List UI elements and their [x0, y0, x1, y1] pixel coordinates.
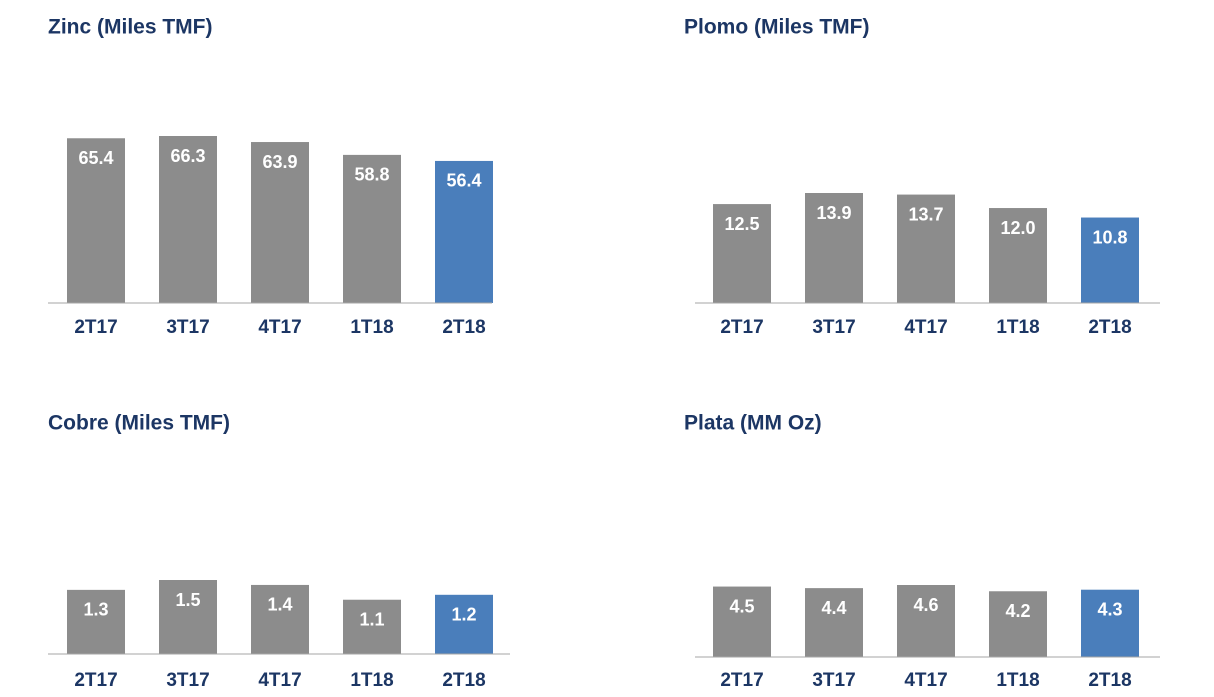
- data-label: 13.7: [908, 204, 943, 224]
- x-tick-label: 1T18: [350, 670, 393, 691]
- bar: [435, 594, 493, 654]
- data-label: 13.9: [816, 203, 851, 223]
- bar: [159, 136, 217, 303]
- data-label: 58.8: [354, 165, 389, 185]
- bar: [897, 194, 955, 303]
- x-tick-label: 2T18: [1088, 670, 1131, 691]
- x-tick-label: 2T17: [720, 670, 763, 691]
- x-tick-label: 4T17: [904, 317, 947, 338]
- bar: [805, 588, 863, 657]
- x-tick-label: 3T17: [166, 317, 209, 338]
- bar: [897, 585, 955, 657]
- data-label: 12.0: [1000, 218, 1035, 238]
- bar: [343, 154, 401, 303]
- data-label: 66.3: [170, 146, 205, 166]
- bar: [435, 160, 493, 303]
- data-label: 63.9: [262, 152, 297, 172]
- data-label: 4.5: [729, 596, 754, 616]
- x-tick-label: 3T17: [812, 317, 855, 338]
- data-label: 1.2: [451, 605, 476, 625]
- data-label: 1.4: [267, 595, 292, 615]
- x-tick-label: 3T17: [166, 670, 209, 691]
- bar: [343, 599, 401, 654]
- data-label: 1.5: [175, 590, 200, 610]
- x-tick-label: 2T18: [442, 670, 485, 691]
- bar: [67, 589, 125, 654]
- x-tick-label: 1T18: [996, 317, 1039, 338]
- data-label: 10.8: [1092, 227, 1127, 247]
- x-tick-label: 2T17: [74, 317, 117, 338]
- data-label: 56.4: [446, 171, 481, 191]
- bar: [159, 580, 217, 654]
- data-label: 1.3: [83, 600, 108, 620]
- chart-title: Plomo (Miles TMF): [684, 16, 870, 39]
- bar: [251, 142, 309, 303]
- x-tick-label: 2T17: [74, 670, 117, 691]
- data-label: 4.4: [821, 598, 846, 618]
- data-label: 4.3: [1097, 599, 1122, 619]
- data-label: 4.2: [1005, 601, 1030, 621]
- bar: [713, 586, 771, 657]
- bar: [989, 208, 1047, 303]
- x-tick-label: 1T18: [996, 670, 1039, 691]
- bar: [805, 193, 863, 303]
- data-label: 12.5: [724, 214, 759, 234]
- x-tick-label: 2T18: [442, 317, 485, 338]
- x-tick-label: 4T17: [258, 670, 301, 691]
- x-tick-label: 1T18: [350, 317, 393, 338]
- chart-title: Zinc (Miles TMF): [48, 16, 213, 39]
- bar: [251, 584, 309, 654]
- x-tick-label: 4T17: [904, 670, 947, 691]
- chart-title: Plata (MM Oz): [684, 412, 822, 435]
- x-tick-label: 2T17: [720, 317, 763, 338]
- bar: [989, 591, 1047, 657]
- bar: [1081, 217, 1139, 303]
- bar: [1081, 589, 1139, 657]
- data-label: 1.1: [359, 609, 384, 629]
- bar: [713, 204, 771, 303]
- bar: [67, 138, 125, 303]
- data-label: 4.6: [913, 595, 938, 615]
- data-label: 65.4: [78, 148, 113, 168]
- x-tick-label: 2T18: [1088, 317, 1131, 338]
- x-tick-label: 3T17: [812, 670, 855, 691]
- x-tick-label: 4T17: [258, 317, 301, 338]
- chart-title: Cobre (Miles TMF): [48, 412, 230, 435]
